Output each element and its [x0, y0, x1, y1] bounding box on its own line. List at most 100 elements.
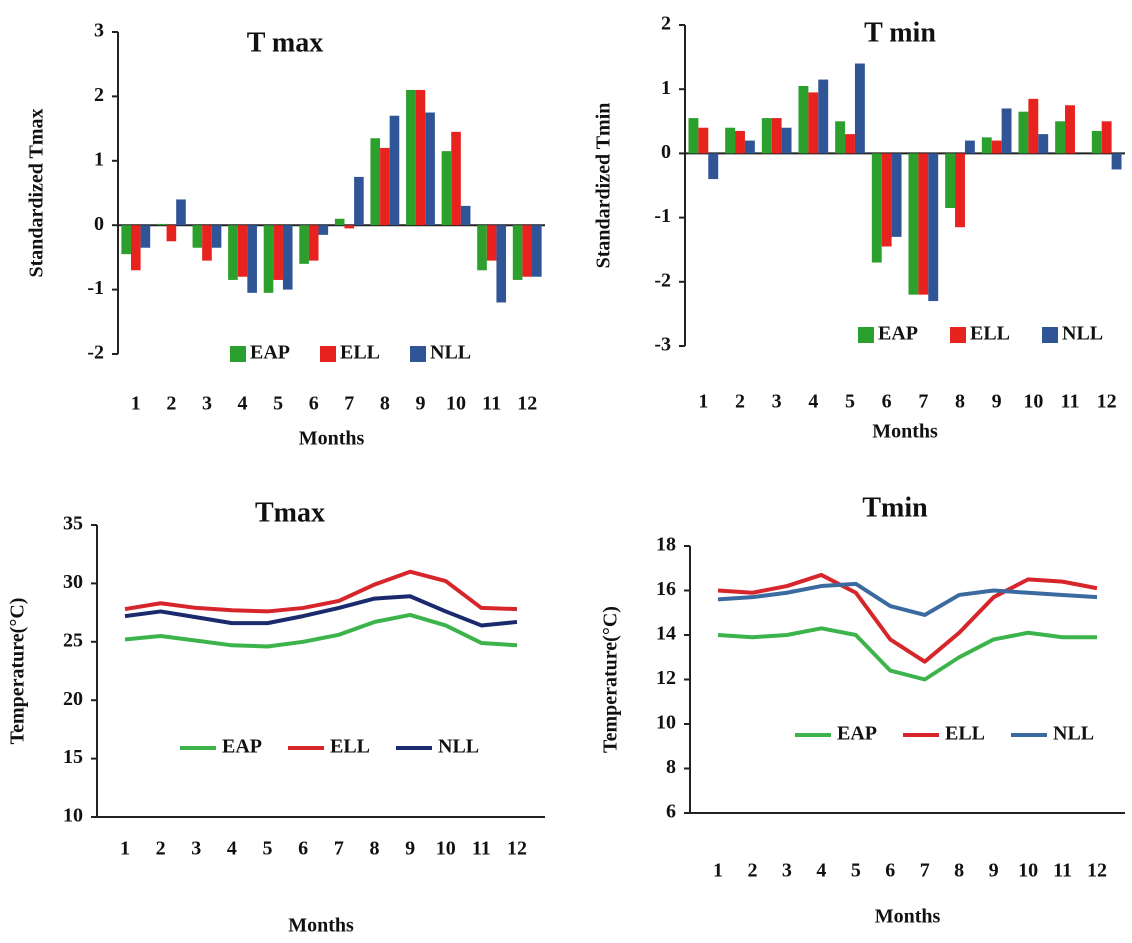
x-axis-label: Months — [299, 428, 365, 450]
bar — [176, 199, 186, 226]
bar — [344, 225, 355, 229]
chart-title: T max — [247, 27, 324, 58]
x-tick-label: 1 — [131, 393, 141, 415]
bar — [228, 225, 238, 280]
bar — [202, 225, 212, 261]
bar — [1055, 121, 1066, 154]
bar — [854, 63, 865, 154]
legend-label: ELL — [330, 736, 370, 758]
x-axis-label: Months — [872, 421, 938, 443]
bar — [698, 127, 709, 154]
line — [717, 572, 1098, 664]
y-tick-label: 14 — [656, 623, 676, 645]
legend-label: ELL — [340, 342, 380, 364]
legend-label: NLL — [1053, 723, 1094, 745]
bar — [389, 115, 400, 226]
bar — [1018, 111, 1029, 154]
chart-title: T min — [864, 17, 936, 48]
x-tick-label: 8 — [955, 391, 965, 413]
line — [717, 626, 1097, 682]
bar — [928, 153, 939, 302]
bar — [981, 137, 992, 154]
bar — [460, 205, 471, 226]
x-tick-label: 6 — [885, 860, 895, 882]
x-axis-label: Months — [875, 906, 941, 928]
y-tick-label: 10 — [656, 712, 676, 734]
legend-swatch — [230, 346, 246, 362]
bar — [282, 225, 293, 290]
x-tick-label: 2 — [747, 860, 757, 882]
x-tick-label: 2 — [166, 393, 176, 415]
bar — [1028, 98, 1039, 154]
x-tick-label: 4 — [808, 391, 818, 413]
x-tick-label: 11 — [1053, 860, 1072, 882]
x-tick-label: 3 — [772, 391, 782, 413]
y-tick-label: -2 — [654, 269, 671, 291]
bar — [380, 147, 390, 226]
bar — [211, 225, 222, 248]
x-axis-label: Months — [288, 915, 354, 937]
bar — [451, 131, 461, 226]
bar — [247, 225, 257, 293]
bar — [370, 138, 381, 226]
bar — [891, 153, 902, 237]
y-tick-label: 20 — [63, 688, 83, 710]
bar — [354, 176, 364, 226]
x-tick-label: 4 — [227, 838, 237, 860]
legend-swatch — [320, 346, 336, 362]
bar — [708, 153, 719, 180]
line — [124, 594, 518, 628]
bar — [237, 225, 248, 277]
bar — [425, 112, 435, 226]
y-tick-label: -1 — [654, 205, 671, 227]
x-tick-label: 6 — [309, 393, 319, 415]
bar — [735, 130, 745, 154]
legend-swatch — [1042, 327, 1058, 343]
x-tick-label: 7 — [344, 393, 354, 415]
bar — [121, 225, 131, 255]
x-tick-label: 12 — [517, 393, 537, 415]
bar — [130, 225, 141, 271]
bar — [486, 225, 497, 261]
legend-label: ELL — [970, 323, 1010, 345]
bar — [1065, 105, 1075, 154]
legend-label: NLL — [438, 736, 479, 758]
x-tick-label: 5 — [273, 393, 283, 415]
chart-title: Tmin — [862, 492, 928, 523]
x-tick-label: 8 — [369, 838, 379, 860]
y-axis-label: Standardized Tmax — [26, 108, 48, 277]
x-tick-label: 4 — [238, 393, 248, 415]
bar — [1001, 108, 1012, 154]
bar — [798, 85, 809, 154]
y-tick-label: 16 — [656, 578, 676, 600]
y-tick-label: 10 — [63, 805, 83, 827]
bar — [918, 153, 929, 295]
y-tick-label: 2 — [661, 13, 671, 35]
bar — [496, 225, 507, 303]
y-tick-label: 2 — [94, 84, 104, 106]
y-axis-label: Temperature(°C) — [600, 606, 622, 753]
bar — [415, 89, 426, 226]
x-tick-label: 8 — [954, 860, 964, 882]
y-axis-label: Standardized Tmin — [593, 103, 615, 269]
x-tick-label: 5 — [263, 838, 273, 860]
bar — [299, 225, 309, 264]
bar — [845, 134, 855, 154]
bar — [140, 225, 151, 248]
y-tick-label: 18 — [656, 534, 676, 556]
x-tick-label: 9 — [405, 838, 415, 860]
y-tick-label: 25 — [63, 629, 83, 651]
legend-label: NLL — [1062, 323, 1103, 345]
x-tick-label: 12 — [1087, 860, 1107, 882]
y-tick-label: 3 — [94, 20, 104, 42]
bar — [871, 153, 882, 263]
bar — [1111, 153, 1122, 170]
bar — [881, 153, 892, 247]
y-tick-label: 0 — [94, 213, 104, 235]
bar — [1038, 134, 1049, 154]
x-tick-label: 10 — [436, 838, 456, 860]
x-tick-label: 9 — [415, 393, 425, 415]
bar — [835, 121, 846, 154]
y-tick-label: 35 — [63, 513, 83, 535]
